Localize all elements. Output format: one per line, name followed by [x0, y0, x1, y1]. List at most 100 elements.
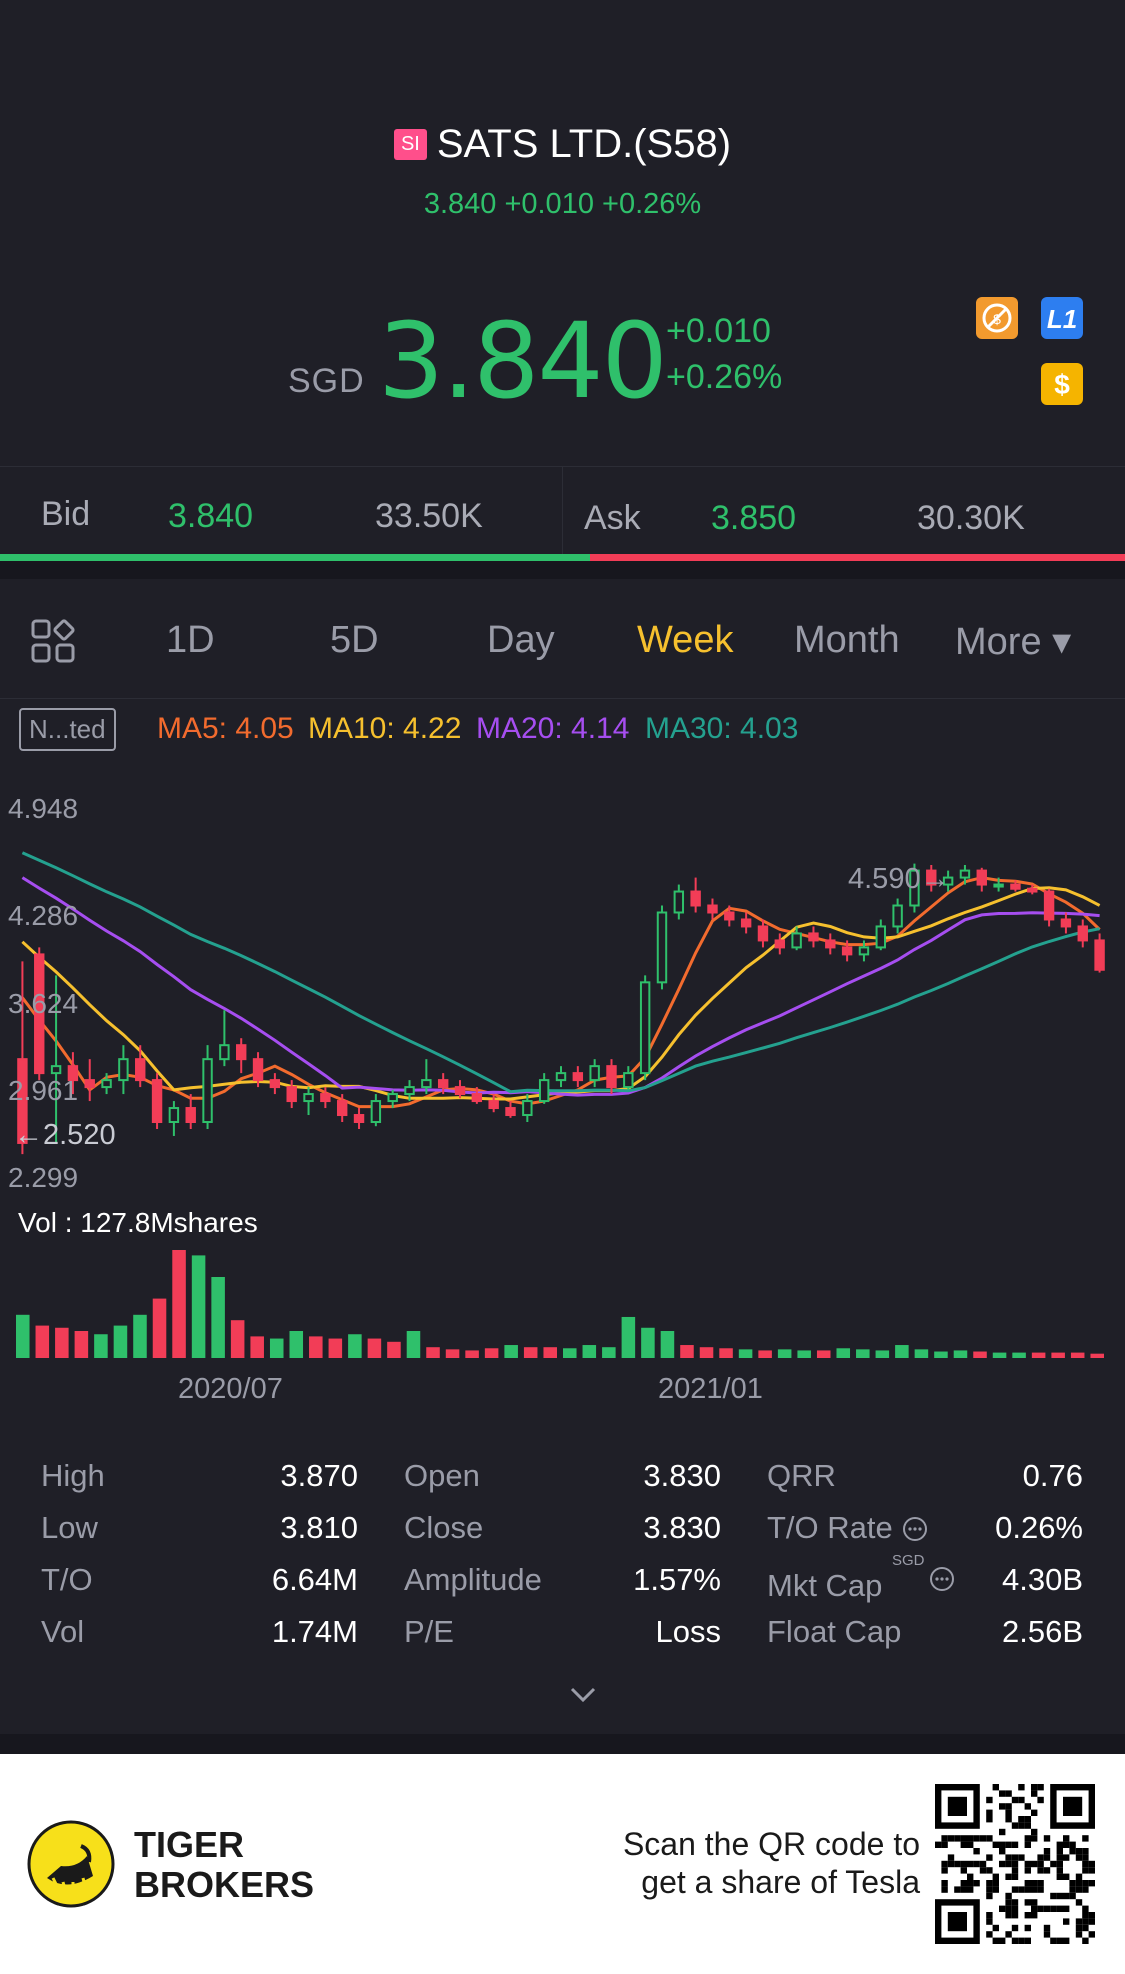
x-tick: 2021/01: [658, 1373, 763, 1405]
volume-bar: [348, 1334, 362, 1358]
stat-value: 0.76: [1022, 1458, 1083, 1493]
section-gap: [0, 561, 1125, 579]
candle-body: [589, 1065, 600, 1082]
currency-label: SGD: [288, 362, 365, 400]
stat-label: Close: [404, 1510, 484, 1545]
candle-body: [555, 1072, 567, 1082]
candle-body: [1043, 890, 1055, 921]
bid-ask-divider: [562, 467, 563, 557]
candle-body: [892, 904, 903, 928]
layout-grid-icon[interactable]: [31, 619, 75, 663]
candle-body: [404, 1086, 415, 1096]
candle-body: [572, 1072, 584, 1082]
stat-value: 1.74M: [271, 1614, 358, 1649]
bid-ask-panel: Bid 3.840 33.50K Ask 3.850 30.30K: [0, 466, 1125, 557]
tab-week[interactable]: Week: [637, 619, 734, 661]
volume-bar: [211, 1277, 225, 1358]
bid-label: Bid: [41, 495, 91, 533]
promo-footer: TIGER BROKERS Scan the QR code to get a …: [0, 1754, 1125, 1974]
title-row: SI SATS LTD.(S58): [0, 122, 1125, 167]
dollar-icon[interactable]: $: [1041, 363, 1083, 405]
candle-body: [1010, 883, 1021, 890]
stat-label: Amplitude: [404, 1562, 542, 1597]
kline-chart[interactable]: 4.948 4.286 3.624 2.961 2.299 4.590→ ←2.…: [0, 770, 1125, 1430]
stock-title[interactable]: SATS LTD.(S58): [436, 122, 732, 166]
volume-bar: [152, 1298, 167, 1358]
promo-text-line1: Scan the QR code to: [622, 1826, 920, 1862]
candle-body: [841, 946, 853, 956]
stat-label: Float Cap: [767, 1614, 902, 1649]
volume-bar: [582, 1345, 597, 1358]
ma10-value: MA10: 4.22: [308, 712, 462, 745]
volume-bar: [55, 1327, 69, 1358]
stat-value: 3.830: [643, 1510, 721, 1545]
candle-body: [757, 925, 769, 942]
promo-text-line2: get a share of Tesla: [641, 1864, 920, 1900]
level1-icon[interactable]: L1: [1041, 297, 1083, 339]
stat-label: High: [41, 1458, 105, 1493]
candle-body: [320, 1093, 331, 1103]
volume-bar: [738, 1349, 753, 1358]
info-icon[interactable]: [929, 1566, 955, 1592]
tab-month[interactable]: Month: [794, 619, 900, 661]
volume-bar: [836, 1348, 851, 1358]
volume-bar: [895, 1345, 909, 1358]
stat-label[interactable]: T/O Rate: [767, 1510, 893, 1545]
candle-body: [421, 1079, 432, 1089]
tab-1d[interactable]: 1D: [166, 619, 215, 661]
volume-bar: [250, 1336, 264, 1358]
volume-bar: [563, 1348, 577, 1358]
ask-quantity: 30.30K: [917, 499, 1025, 537]
stat-label: P/E: [404, 1614, 454, 1649]
candle-body: [34, 953, 45, 1075]
volume-bar: [426, 1347, 440, 1358]
x-tick: 2020/07: [178, 1373, 283, 1405]
volume-bar: [758, 1350, 772, 1358]
stat-value: 1.57%: [633, 1562, 721, 1597]
candle-body: [387, 1093, 398, 1103]
info-icon[interactable]: [902, 1516, 928, 1542]
chevron-down-icon[interactable]: [568, 1685, 598, 1705]
stat-label[interactable]: Mkt Cap: [767, 1568, 883, 1603]
candle-body: [522, 1100, 533, 1117]
ma20-value: MA20: 4.14: [476, 712, 630, 745]
volume-bar: [172, 1250, 186, 1358]
volume-bar: [992, 1352, 1007, 1358]
stat-value: 3.810: [280, 1510, 358, 1545]
bid-price: 3.840: [168, 497, 254, 535]
moving-average-lines: [21, 851, 1101, 1109]
candle-body: [471, 1093, 483, 1103]
volume-bar: [856, 1349, 870, 1358]
y-tick: 4.948: [8, 793, 78, 824]
adjust-mode-button[interactable]: N...ted: [19, 708, 116, 751]
svg-text:L1: L1: [1047, 304, 1077, 334]
margin-disabled-icon[interactable]: $: [976, 297, 1018, 339]
tab-5d[interactable]: 5D: [330, 619, 379, 661]
candle-body: [875, 925, 886, 949]
tiger-logo-icon: [27, 1820, 115, 1908]
candle-body: [336, 1100, 348, 1117]
candle-body: [808, 932, 819, 942]
volume-bar: [289, 1331, 304, 1358]
volume-label: Vol : 127.8Mshares: [18, 1207, 258, 1238]
stats-grid: High 3.870 Low 3.810 T/O 6.64M Vol 1.74M…: [0, 1448, 1125, 1668]
candle-body: [202, 1058, 213, 1124]
qr-code[interactable]: [935, 1784, 1095, 1944]
candle-body: [437, 1079, 449, 1089]
candle-body: [488, 1100, 499, 1110]
candle-body: [219, 1044, 230, 1061]
volume-bar: [621, 1316, 636, 1358]
volume-bar: [973, 1351, 987, 1358]
volume-bar: [543, 1347, 557, 1358]
stat-label: QRR: [767, 1458, 836, 1493]
tab-more[interactable]: More ▾: [955, 621, 1072, 663]
volume-bar: [914, 1349, 929, 1358]
brand-name-line1: TIGER: [134, 1824, 245, 1865]
volume-bar: [934, 1351, 948, 1358]
candle-body: [690, 890, 701, 907]
volume-bar: [113, 1325, 128, 1358]
tab-day[interactable]: Day: [487, 619, 555, 661]
candle-body: [1077, 925, 1088, 942]
candle-body: [791, 932, 802, 949]
stat-value: 4.30B: [1001, 1562, 1083, 1597]
